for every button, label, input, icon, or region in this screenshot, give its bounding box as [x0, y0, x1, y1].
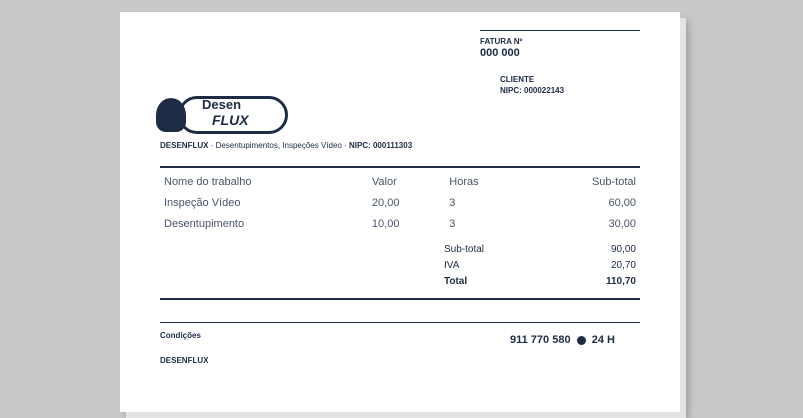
invoice-document: Desen FLUX DESENFLUX · Desentupimentos, … — [120, 12, 680, 412]
cell-name: Inspeção Vídeo — [164, 197, 241, 209]
cell-name: Desentupimento — [164, 218, 245, 230]
phone-number: 911 770 580 — [510, 334, 571, 346]
subtotal-label: Sub-total — [444, 244, 485, 255]
clock-icon — [576, 335, 586, 345]
col-header-name: Nome do trabalho — [164, 176, 252, 188]
table-top-rule — [160, 166, 640, 168]
vat-value: 20,70 — [610, 260, 636, 271]
client-nif: NIPC: 000022143 — [500, 86, 565, 95]
cell-subtotal: 30,00 — [608, 218, 636, 230]
client-label: CLIENTE — [500, 75, 535, 84]
table-row: Desentupimento 10,00 3 30,00 — [160, 214, 640, 235]
subtotal-value: 90,00 — [610, 244, 636, 255]
company-info: DESENFLUX · Desentupimentos, Inspeções V… — [160, 141, 413, 150]
cell-hours: 3 — [449, 197, 456, 209]
logo-text-1: Desen — [202, 97, 242, 112]
table-header-row: Nome do trabalho Valor Horas Sub-total — [160, 172, 640, 193]
footer-company: DESENFLUX — [160, 356, 209, 365]
invoice-number: 000 000 — [480, 47, 520, 59]
totals-table: Sub-total 90,00 IVA 20,70 Total 110,70 — [440, 242, 640, 290]
header-rule — [480, 30, 640, 31]
cell-value: 10,00 — [371, 218, 400, 230]
table-row: Inspeção Vídeo 20,00 3 60,00 — [160, 193, 640, 214]
company-logo: Desen FLUX — [150, 92, 300, 138]
table-bottom-rule — [160, 298, 640, 300]
footer-rule — [160, 322, 640, 323]
invoice-number-block: FATURA Nº 000 000 — [480, 36, 522, 60]
hours-label: 24 H — [591, 334, 615, 346]
cell-hours: 3 — [449, 218, 456, 230]
company-name: DESENFLUX — [160, 141, 209, 150]
vat-label: IVA — [444, 260, 460, 271]
col-header-value: Valor — [371, 176, 397, 188]
cell-value: 20,00 — [371, 197, 400, 209]
footer: Condições DESENFLUX — [160, 330, 460, 366]
company-address: Desentupimentos, Inspeções Vídeo — [215, 141, 342, 150]
client-block: CLIENTE NIPC: 000022143 — [500, 74, 564, 96]
company-nif: NIPC: 000111303 — [348, 141, 413, 150]
cell-subtotal: 60,00 — [608, 197, 636, 209]
col-header-hours: Horas — [449, 176, 479, 188]
total-value: 110,70 — [605, 276, 636, 287]
phone-block: 911 770 580 24 H — [510, 334, 615, 347]
invoice-label: FATURA Nº — [480, 37, 523, 46]
total-label: Total — [444, 276, 468, 287]
conditions-label: Condições — [160, 331, 201, 340]
col-header-subtotal: Sub-total — [591, 176, 636, 188]
logo-text-2: FLUX — [212, 112, 249, 128]
logo-mascot-icon — [156, 98, 186, 132]
items-table: Nome do trabalho Valor Horas Sub-total I… — [160, 172, 640, 235]
